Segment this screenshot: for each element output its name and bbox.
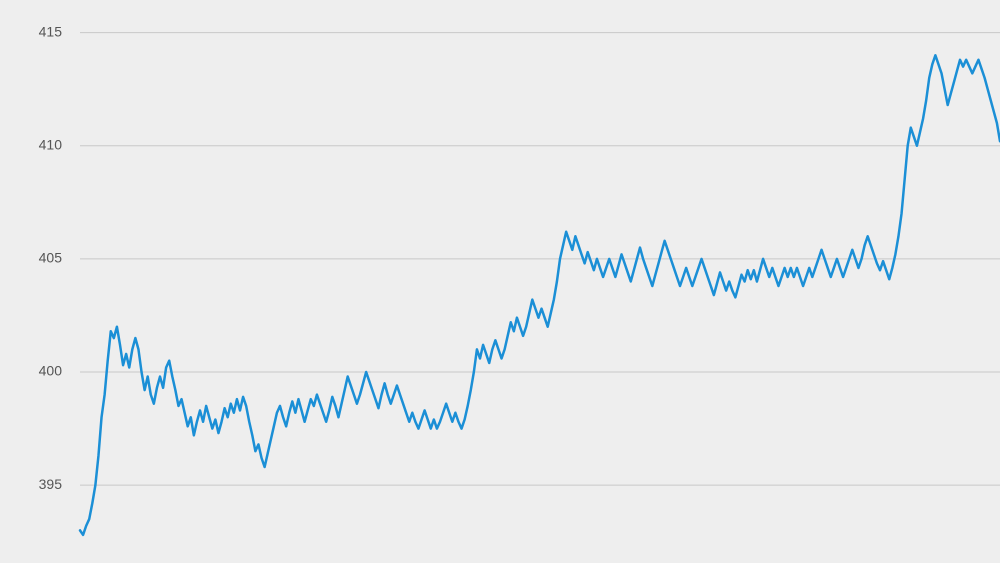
y-tick-label: 405 [39, 250, 63, 266]
chart-background [0, 0, 1000, 563]
y-tick-label: 400 [39, 363, 63, 379]
y-tick-label: 410 [39, 136, 63, 152]
y-tick-label: 395 [39, 476, 63, 492]
y-tick-label: 415 [39, 23, 63, 39]
chart-svg: 395 400 405 410 415 [0, 0, 1000, 563]
price-chart: 395 400 405 410 415 [0, 0, 1000, 563]
